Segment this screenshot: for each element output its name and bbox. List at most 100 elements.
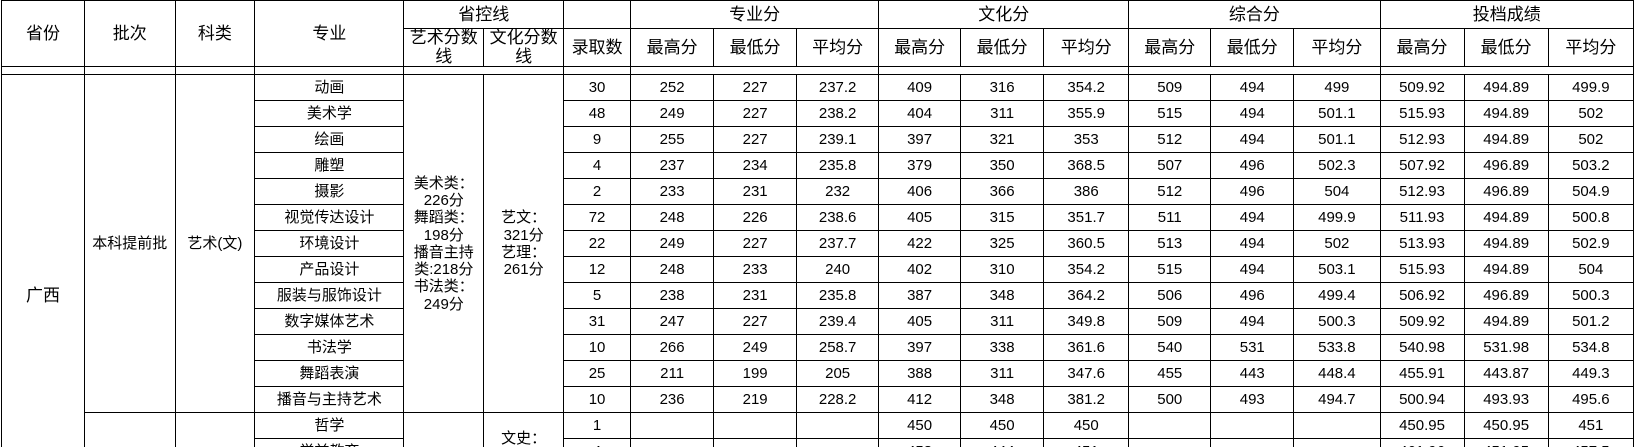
cell-submission-min[interactable]: 496.89 (1463, 152, 1549, 180)
header-culture-max[interactable]: 最高分 (878, 27, 962, 68)
cell-major-avg[interactable]: 228.2 (796, 386, 880, 414)
cell-major-avg[interactable]: 258.7 (796, 334, 880, 362)
cell-composite-min[interactable] (1210, 412, 1295, 440)
cell-major-name[interactable]: 书法学 (254, 334, 405, 362)
cell-admitted-count[interactable]: 10 (563, 334, 632, 362)
cell-major-name[interactable]: 雕塑 (254, 152, 405, 180)
cell-major-min[interactable]: 249 (713, 334, 798, 362)
cell-major-avg[interactable]: 239.1 (796, 126, 880, 154)
cell-culture-max[interactable]: 397 (878, 126, 962, 154)
cell-composite-max[interactable]: 515 (1128, 100, 1212, 128)
cell-culture-max[interactable]: 406 (878, 178, 962, 206)
cell-submission-max[interactable]: 509.92 (1379, 308, 1465, 336)
cell-major-max[interactable]: 252 (630, 74, 715, 102)
cell-culture-avg[interactable]: 354.2 (1043, 256, 1130, 284)
cell-submission-min[interactable]: 451.95 (1463, 438, 1549, 447)
cell-culture-min[interactable]: 338 (960, 334, 1045, 362)
cell-major-max[interactable]: 247 (630, 308, 715, 336)
cell-submission-max[interactable]: 515.93 (1379, 256, 1465, 284)
cell-major-name[interactable]: 美术学 (254, 100, 405, 128)
cell-culture-avg[interactable]: 361.6 (1043, 334, 1130, 362)
cell-submission-avg[interactable]: 500.8 (1547, 204, 1635, 232)
cell-composite-max[interactable]: 507 (1128, 152, 1212, 180)
cell-major-max[interactable]: 237 (630, 152, 715, 180)
cell-major-avg[interactable]: 205 (796, 360, 880, 388)
cell-major-min[interactable]: 227 (713, 126, 798, 154)
cell-submission-min[interactable]: 496.89 (1463, 178, 1549, 206)
cell-submission-max[interactable]: 506.92 (1379, 282, 1465, 310)
cell-culture-avg[interactable]: 360.5 (1043, 230, 1130, 258)
header-major-max[interactable]: 最高分 (630, 27, 715, 68)
cell-culture-max[interactable]: 402 (878, 256, 962, 284)
cell-admitted-count[interactable]: 2 (563, 178, 632, 206)
cell-major-max[interactable]: 248 (630, 256, 715, 284)
cell-composite-avg[interactable]: 499.4 (1293, 282, 1381, 310)
cell-major-min[interactable] (713, 412, 798, 440)
cell-submission-max[interactable]: 512.93 (1379, 178, 1465, 206)
cell-submission-min[interactable]: 494.89 (1463, 308, 1549, 336)
cell-composite-min[interactable]: 494 (1210, 308, 1295, 336)
cell-admitted-count[interactable]: 4 (563, 438, 632, 447)
cell-province[interactable]: 广西 (0, 74, 86, 447)
cell-composite-avg[interactable]: 448.4 (1293, 360, 1381, 388)
cell-culture-score-line[interactable]: 文史：428分理工：347分 (483, 412, 565, 447)
cell-major-avg[interactable]: 240 (796, 256, 880, 284)
cell-major-avg[interactable]: 232 (796, 178, 880, 206)
cell-composite-max[interactable] (1128, 412, 1212, 440)
cell-major-min[interactable]: 227 (713, 100, 798, 128)
header-submission-min[interactable]: 最低分 (1463, 27, 1549, 68)
cell-culture-max[interactable]: 397 (878, 334, 962, 362)
cell-major-max[interactable]: 236 (630, 386, 715, 414)
cell-admitted-count[interactable]: 5 (563, 282, 632, 310)
cell-major-min[interactable]: 231 (713, 282, 798, 310)
cell-composite-min[interactable]: 494 (1210, 204, 1295, 232)
cell-admitted-count[interactable]: 30 (563, 74, 632, 102)
cell-major-avg[interactable]: 235.8 (796, 152, 880, 180)
cell-major-min[interactable]: 234 (713, 152, 798, 180)
cell-submission-avg[interactable]: 499.9 (1547, 74, 1635, 102)
cell-culture-min[interactable]: 321 (960, 126, 1045, 154)
cell-composite-max[interactable]: 540 (1128, 334, 1212, 362)
cell-culture-avg[interactable]: 353 (1043, 126, 1130, 154)
cell-major-name[interactable]: 舞蹈表演 (254, 360, 405, 388)
cell-submission-max[interactable]: 540.98 (1379, 334, 1465, 362)
cell-culture-min[interactable]: 311 (960, 100, 1045, 128)
cell-submission-avg[interactable]: 504 (1547, 256, 1635, 284)
cell-submission-min[interactable]: 494.89 (1463, 204, 1549, 232)
header-culture-score-line[interactable]: 文化分数线 (483, 27, 565, 68)
cell-major-avg[interactable]: 238.6 (796, 204, 880, 232)
cell-admitted-count[interactable]: 1 (563, 412, 632, 440)
cell-composite-min[interactable]: 496 (1210, 178, 1295, 206)
cell-composite-min[interactable] (1210, 438, 1295, 447)
cell-composite-avg[interactable]: 501.1 (1293, 126, 1381, 154)
cell-admitted-count[interactable]: 10 (563, 386, 632, 414)
cell-submission-min[interactable]: 494.89 (1463, 126, 1549, 154)
cell-major-name[interactable]: 摄影 (254, 178, 405, 206)
cell-composite-max[interactable]: 511 (1128, 204, 1212, 232)
cell-culture-avg[interactable]: 347.6 (1043, 360, 1130, 388)
cell-submission-avg[interactable]: 502 (1547, 126, 1635, 154)
cell-admitted-count[interactable]: 72 (563, 204, 632, 232)
cell-submission-max[interactable]: 513.93 (1379, 230, 1465, 258)
cell-major-max[interactable]: 266 (630, 334, 715, 362)
cell-major-avg[interactable]: 237.7 (796, 230, 880, 258)
header-composite-min[interactable]: 最低分 (1210, 27, 1295, 68)
cell-culture-max[interactable]: 405 (878, 204, 962, 232)
cell-major-max[interactable] (630, 412, 715, 440)
cell-major-max[interactable]: 249 (630, 230, 715, 258)
cell-submission-avg[interactable]: 504.9 (1547, 178, 1635, 206)
cell-admitted-count[interactable]: 12 (563, 256, 632, 284)
cell-composite-max[interactable]: 506 (1128, 282, 1212, 310)
cell-major-avg[interactable] (796, 438, 880, 447)
cell-major-max[interactable]: 248 (630, 204, 715, 232)
cell-composite-max[interactable]: 512 (1128, 178, 1212, 206)
cell-composite-max[interactable] (1128, 438, 1212, 447)
cell-culture-avg[interactable]: 349.8 (1043, 308, 1130, 336)
cell-admitted-count[interactable]: 25 (563, 360, 632, 388)
cell-submission-min[interactable]: 494.89 (1463, 100, 1549, 128)
cell-submission-avg[interactable]: 500.3 (1547, 282, 1635, 310)
cell-composite-max[interactable]: 500 (1128, 386, 1212, 414)
cell-major-max[interactable]: 249 (630, 100, 715, 128)
cell-culture-avg[interactable]: 381.2 (1043, 386, 1130, 414)
cell-admitted-count[interactable]: 4 (563, 152, 632, 180)
